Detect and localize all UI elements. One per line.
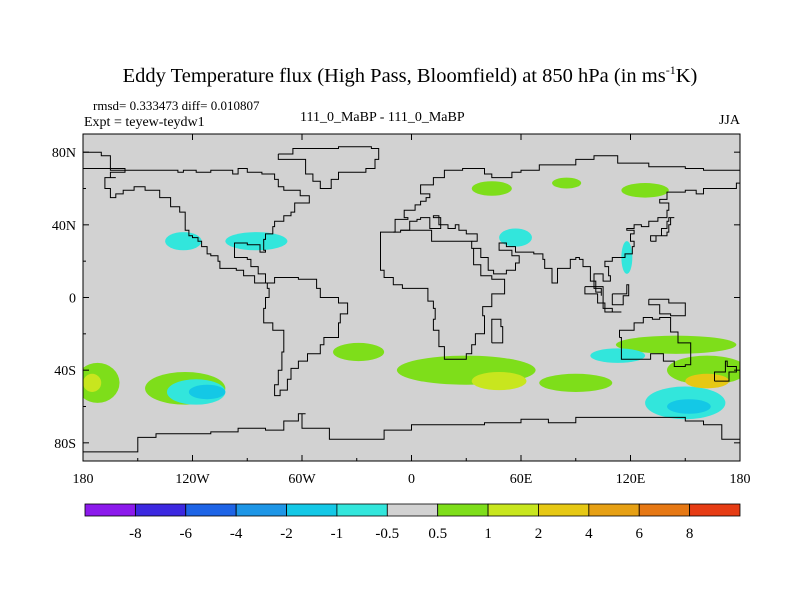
- figure-title: Eddy Temperature flux (High Pass, Bloomf…: [123, 63, 698, 87]
- coastline-3: [380, 229, 506, 360]
- coastline-9: [491, 318, 504, 344]
- region-so-nz-inner: [685, 373, 730, 389]
- runs-text: 111_0_MaBP - 111_0_MaBP: [300, 110, 465, 125]
- colorbar-swatch: [84, 503, 136, 517]
- colorbar-label: -1: [331, 526, 344, 542]
- figure-title-main: Eddy Temperature flux (High Pass, Bloomf…: [123, 65, 666, 87]
- colorbar-swatch: [689, 503, 741, 517]
- region-so-pacific-west-inner: [83, 373, 102, 392]
- colorbar-swatch: [638, 503, 691, 517]
- region-so-pacific-east-core: [188, 384, 226, 400]
- region-nh-pacific-b: [225, 232, 288, 251]
- colorbar-swatch: [185, 503, 237, 517]
- region-east-asia: [621, 241, 633, 274]
- colorbar-swatch: [386, 503, 439, 517]
- coastline-2: [393, 155, 740, 233]
- lon-label: 120E: [616, 472, 646, 487]
- lon-label: 120W: [175, 472, 210, 487]
- region-eurasia-north: [471, 181, 512, 196]
- region-so-indian-east: [539, 373, 613, 392]
- longitude-axis: 180 120W 60W 0 60E 120E 180: [73, 134, 751, 487]
- lat-label: 0: [69, 292, 76, 307]
- map-background: [83, 134, 740, 461]
- figure-title-end: K): [676, 65, 698, 87]
- region-so-australia-core: [667, 399, 711, 414]
- colorbar-swatch: [134, 503, 187, 517]
- contour-regions: [83, 177, 740, 420]
- lon-label: 60W: [288, 472, 316, 487]
- lat-label: 40N: [52, 219, 76, 234]
- lon-label: 180: [73, 472, 94, 487]
- lat-label: 80S: [54, 437, 76, 452]
- lat-label: 80N: [52, 146, 76, 161]
- figure-title-sup: -1: [666, 63, 676, 77]
- coastline-8: [714, 360, 737, 382]
- region-siberia: [552, 177, 582, 189]
- coastline-11: [611, 284, 630, 306]
- lon-label: 0: [408, 472, 415, 487]
- season-text: JJA: [719, 113, 741, 128]
- colorbar-swatch: [538, 503, 590, 517]
- colorbar-swatch: [487, 503, 539, 517]
- coastline-5: [473, 179, 740, 296]
- stats-text: rmsd= 0.333473 diff= 0.010807: [93, 98, 260, 113]
- coastline-6: [650, 217, 675, 242]
- region-eastern-arctic: [621, 183, 669, 198]
- region-so-nz-belt: [615, 335, 737, 354]
- colorbar-label: -6: [180, 526, 193, 542]
- latitude-axis: 80N 40N 0 40S 80S: [52, 146, 740, 452]
- colorbar: -8 -6 -4 -2 -1 -0.5 0.5 1 2 4 6 8: [84, 503, 741, 542]
- coastline-4: [400, 215, 478, 242]
- colorbar-label: -2: [280, 526, 293, 542]
- coastline-7: [619, 317, 692, 367]
- expt-text: Expt = teyew-teydw1: [84, 115, 205, 130]
- coastline-10: [584, 286, 622, 313]
- map-panel: 80N 40N 0 40S 80S 180 120W 60W 0 60E 120E 180: [52, 133, 751, 487]
- region-so-atlantic-indian-inner: [471, 371, 527, 391]
- colorbar-label: -4: [230, 526, 243, 542]
- region-central-asia: [499, 228, 532, 247]
- coastline-13: [83, 413, 740, 453]
- colorbar-swatch: [286, 503, 338, 517]
- coastline-12: [648, 298, 686, 317]
- colorbar-swatch: [588, 503, 640, 517]
- colorbar-label: 6: [635, 526, 643, 542]
- colorbar-swatch: [336, 503, 388, 517]
- colorbar-label: -0.5: [375, 526, 399, 542]
- coastline-0: [83, 151, 349, 397]
- colorbar-label: 4: [585, 526, 593, 542]
- lat-label: 40S: [54, 364, 76, 379]
- region-so-indian-cyan: [590, 348, 646, 363]
- coastline-1: [277, 146, 380, 189]
- colorbar-label: 0.5: [428, 526, 447, 542]
- lon-label: 60E: [510, 472, 533, 487]
- lon-label: 180: [730, 472, 751, 487]
- colorbar-label: 8: [686, 526, 694, 542]
- colorbar-label: -8: [129, 526, 142, 542]
- region-sa-atlantic: [333, 342, 385, 362]
- colorbar-label: 2: [535, 526, 543, 542]
- region-nh-pacific-a: [165, 232, 202, 251]
- colorbar-swatch: [437, 503, 489, 517]
- coastlines: [83, 146, 740, 453]
- colorbar-label: 1: [484, 526, 492, 542]
- colorbar-swatch: [235, 503, 287, 517]
